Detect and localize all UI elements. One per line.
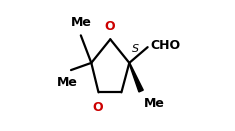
Text: O: O: [93, 101, 103, 114]
Text: Me: Me: [57, 76, 78, 89]
Text: Me: Me: [144, 97, 165, 110]
Text: CHO: CHO: [150, 39, 180, 52]
Text: O: O: [104, 20, 115, 33]
Text: Me: Me: [71, 17, 92, 29]
Polygon shape: [129, 63, 143, 92]
Text: S: S: [132, 44, 139, 54]
